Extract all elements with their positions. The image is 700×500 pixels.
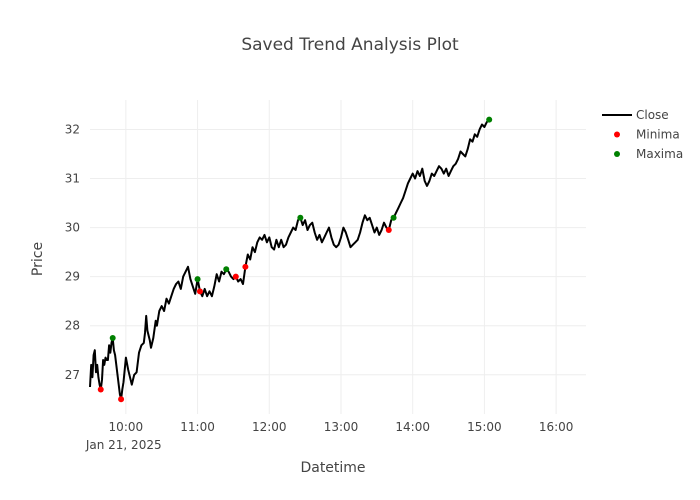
legend-maxima-label: Maxima — [636, 147, 683, 161]
legend-maxima-swatch — [614, 151, 620, 157]
maxima-point — [223, 266, 230, 273]
axis-ticks: 27 28 29 30 31 32 10:00 11:00 12:00 13:00 14:00 15:… — [65, 122, 574, 452]
x-tick-label: 15:00 — [467, 420, 502, 434]
y-axis-title: Price — [30, 242, 46, 276]
y-tick-label: 28 — [65, 319, 80, 333]
legend-close-label: Close — [636, 108, 669, 122]
x-tick-label: 11:00 — [180, 420, 215, 434]
maxima-point — [297, 214, 304, 221]
y-tick-label: 29 — [65, 270, 80, 284]
close-price-line — [89, 118, 491, 401]
legend-minima-swatch — [614, 131, 620, 138]
x-tick-label: 16:00 — [539, 420, 574, 434]
minima-point — [385, 227, 392, 234]
y-tick-label: 32 — [65, 122, 80, 136]
minima-point — [196, 288, 203, 295]
minima-point — [232, 273, 239, 280]
x-tick-label: 13:00 — [324, 420, 359, 434]
maxima-point — [390, 214, 397, 221]
x-tick-date-label: Jan 21, 2025 — [85, 438, 162, 452]
legend: Close Minima Maxima — [602, 108, 683, 161]
x-tick-label: 14:00 — [395, 420, 430, 434]
minima-point — [118, 396, 125, 403]
maxima-point — [486, 116, 493, 123]
x-axis-title: Datetime — [300, 460, 365, 476]
y-tick-label: 27 — [65, 368, 80, 382]
x-tick-label: 12:00 — [252, 420, 287, 434]
grid — [90, 100, 586, 414]
plot-area — [89, 116, 493, 403]
x-tick-label: 10:00 — [109, 420, 144, 434]
maxima-point — [109, 334, 116, 341]
minima-point — [97, 386, 104, 393]
legend-minima-label: Minima — [636, 128, 680, 142]
chart-title: Saved Trend Analysis Plot — [241, 35, 459, 55]
maxima-point — [194, 276, 201, 283]
minima-point — [242, 263, 249, 270]
y-tick-label: 30 — [65, 221, 80, 235]
y-tick-label: 31 — [65, 172, 80, 186]
